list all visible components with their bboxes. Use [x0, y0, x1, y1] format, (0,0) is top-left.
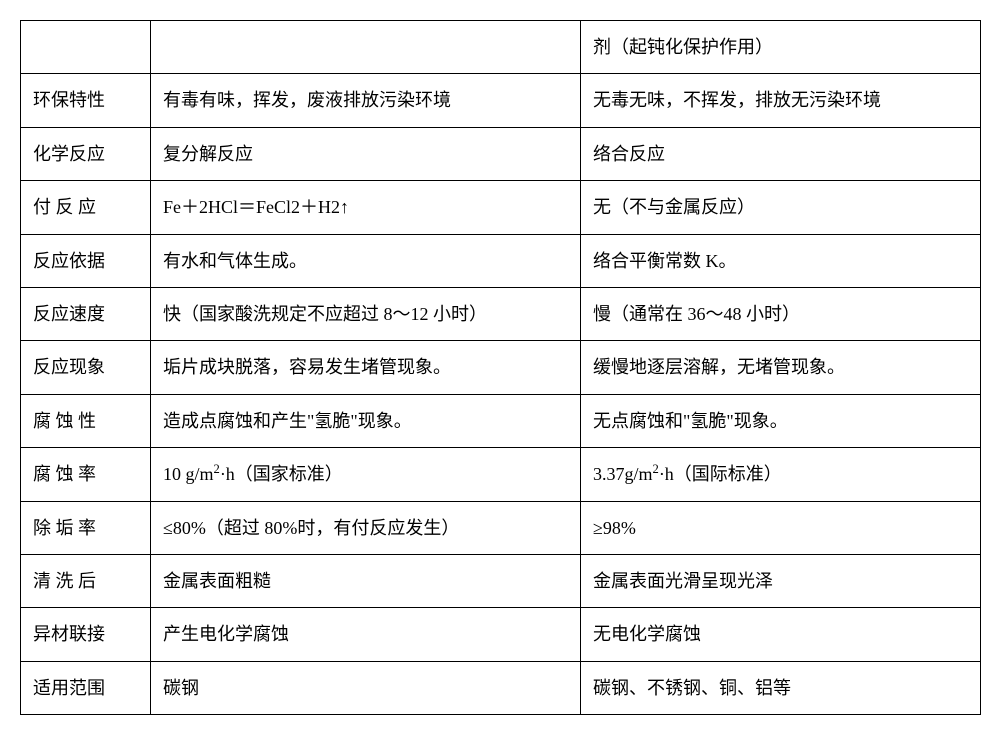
row-label: 腐 蚀 性	[21, 394, 151, 447]
table-row: 异材联接 产生电化学腐蚀 无电化学腐蚀	[21, 608, 981, 661]
table-row: 腐 蚀 性 造成点腐蚀和产生"氢脆"现象。 无点腐蚀和"氢脆"现象。	[21, 394, 981, 447]
table-row: 除 垢 率 ≤80%（超过 80%时，有付反应发生） ≥98%	[21, 501, 981, 554]
cell-col3: 3.37g/m2·h（国际标准）	[581, 448, 981, 501]
cell-col2: 有毒有味，挥发，废液排放污染环境	[151, 74, 581, 127]
cell-col2: ≤80%（超过 80%时，有付反应发生）	[151, 501, 581, 554]
cell-col3: ≥98%	[581, 501, 981, 554]
cell-col2: 复分解反应	[151, 127, 581, 180]
row-label	[21, 21, 151, 74]
table-row: 付 反 应 Fe＋2HCl＝FeCl2＋H2↑ 无（不与金属反应）	[21, 181, 981, 234]
cell-col3: 络合反应	[581, 127, 981, 180]
cell-col2: 10 g/m2·h（国家标准）	[151, 448, 581, 501]
row-label: 异材联接	[21, 608, 151, 661]
table-row: 适用范围 碳钢 碳钢、不锈钢、铜、铝等	[21, 661, 981, 714]
cell-col3: 剂（起钝化保护作用）	[581, 21, 981, 74]
cell-col3: 碳钢、不锈钢、铜、铝等	[581, 661, 981, 714]
cell-col2: 碳钢	[151, 661, 581, 714]
cell-col3: 无电化学腐蚀	[581, 608, 981, 661]
cell-col3: 慢（通常在 36～48 小时）	[581, 287, 981, 340]
row-label: 反应速度	[21, 287, 151, 340]
row-label: 环保特性	[21, 74, 151, 127]
row-label: 清 洗 后	[21, 554, 151, 607]
cell-col2: 有水和气体生成。	[151, 234, 581, 287]
row-label: 反应依据	[21, 234, 151, 287]
row-label: 适用范围	[21, 661, 151, 714]
cell-col3: 缓慢地逐层溶解，无堵管现象。	[581, 341, 981, 394]
cell-col3: 络合平衡常数 K。	[581, 234, 981, 287]
table-row: 剂（起钝化保护作用）	[21, 21, 981, 74]
cell-col2	[151, 21, 581, 74]
cell-col2: 垢片成块脱落，容易发生堵管现象。	[151, 341, 581, 394]
corrosion-rate-intl: 3.37g/m2·h（国际标准）	[593, 464, 782, 484]
table-row: 清 洗 后 金属表面粗糙 金属表面光滑呈现光泽	[21, 554, 981, 607]
table-row: 反应现象 垢片成块脱落，容易发生堵管现象。 缓慢地逐层溶解，无堵管现象。	[21, 341, 981, 394]
comparison-table: 剂（起钝化保护作用） 环保特性 有毒有味，挥发，废液排放污染环境 无毒无味，不挥…	[20, 20, 981, 715]
corrosion-rate-std: 10 g/m2·h（国家标准）	[163, 464, 343, 484]
table-row: 化学反应 复分解反应 络合反应	[21, 127, 981, 180]
cell-col2: 造成点腐蚀和产生"氢脆"现象。	[151, 394, 581, 447]
cell-col3: 无毒无味，不挥发，排放无污染环境	[581, 74, 981, 127]
cell-col3: 金属表面光滑呈现光泽	[581, 554, 981, 607]
table-row: 反应依据 有水和气体生成。 络合平衡常数 K。	[21, 234, 981, 287]
cell-col2: 快（国家酸洗规定不应超过 8～12 小时）	[151, 287, 581, 340]
row-label: 付 反 应	[21, 181, 151, 234]
cell-col2: Fe＋2HCl＝FeCl2＋H2↑	[151, 181, 581, 234]
row-label: 化学反应	[21, 127, 151, 180]
table-row: 腐 蚀 率 10 g/m2·h（国家标准） 3.37g/m2·h（国际标准）	[21, 448, 981, 501]
row-label: 腐 蚀 率	[21, 448, 151, 501]
cell-col2: 金属表面粗糙	[151, 554, 581, 607]
row-label: 除 垢 率	[21, 501, 151, 554]
cell-col3: 无（不与金属反应）	[581, 181, 981, 234]
cell-col3: 无点腐蚀和"氢脆"现象。	[581, 394, 981, 447]
table-row: 环保特性 有毒有味，挥发，废液排放污染环境 无毒无味，不挥发，排放无污染环境	[21, 74, 981, 127]
table-row: 反应速度 快（国家酸洗规定不应超过 8～12 小时） 慢（通常在 36～48 小…	[21, 287, 981, 340]
cell-col2: 产生电化学腐蚀	[151, 608, 581, 661]
row-label: 反应现象	[21, 341, 151, 394]
